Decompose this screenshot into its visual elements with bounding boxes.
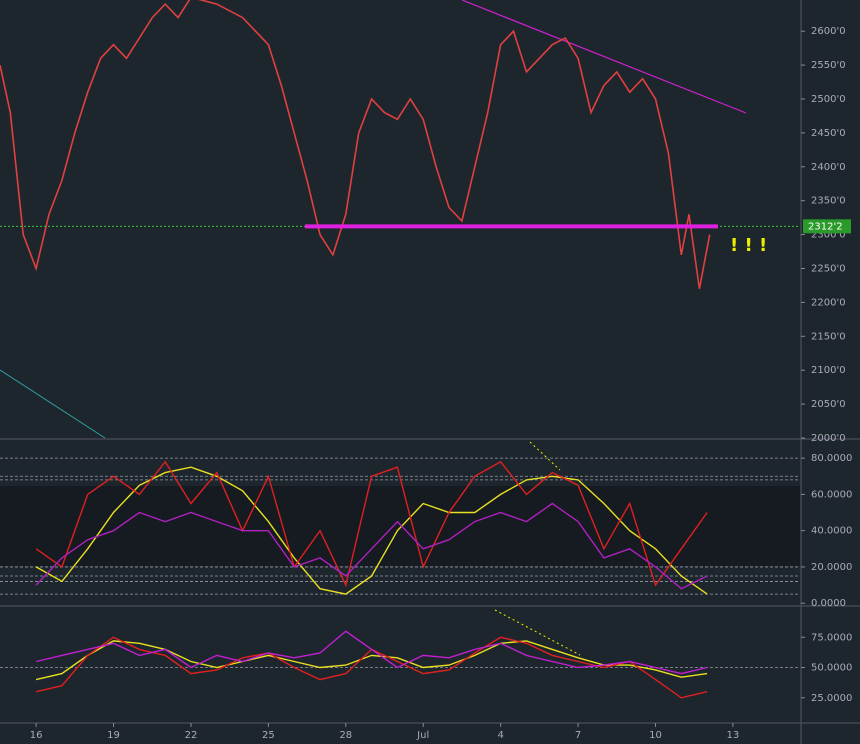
y-tick-label: 2550'0 bbox=[811, 60, 846, 71]
y-tick-label: 40.0000 bbox=[811, 526, 852, 537]
y-tick-label: 2500'0 bbox=[811, 94, 846, 105]
y-tick-label: 2000'0 bbox=[811, 433, 846, 444]
y-tick-label: 2350'0 bbox=[811, 196, 846, 207]
y-tick-label: 0.0000 bbox=[811, 598, 846, 609]
y-tick-label: 2450'0 bbox=[811, 128, 846, 139]
annotation: ! ! ! bbox=[730, 235, 767, 256]
series-line bbox=[0, 0, 711, 289]
y-tick-label: 2600'0 bbox=[811, 26, 846, 37]
y-tick-label: 2400'0 bbox=[811, 162, 846, 173]
series-line bbox=[35, 640, 708, 681]
y-tick-label: 20.0000 bbox=[811, 562, 852, 573]
y-tick-label: 2100'0 bbox=[811, 365, 846, 376]
y-tick-label: 50.0000 bbox=[811, 663, 852, 674]
y-tick-label: 60.0000 bbox=[811, 489, 852, 500]
band bbox=[0, 486, 800, 566]
price-tag bbox=[803, 219, 851, 234]
x-tick-label: 22 bbox=[185, 730, 198, 741]
x-tick-label: 4 bbox=[497, 730, 503, 741]
x-tick-label: 10 bbox=[649, 730, 662, 741]
y-tick-label: 2300'0 bbox=[811, 230, 846, 241]
y-tick-label: 2050'0 bbox=[811, 399, 846, 410]
y-tick-label: 2200'0 bbox=[811, 297, 846, 308]
x-tick-label: 16 bbox=[30, 730, 43, 741]
y-tick-label: 2250'0 bbox=[811, 263, 846, 274]
trendline bbox=[0, 369, 106, 439]
x-tick-label: Jul bbox=[416, 730, 429, 741]
series-line bbox=[35, 466, 708, 595]
x-tick-label: 13 bbox=[727, 730, 740, 741]
y-tick-label: 2150'0 bbox=[811, 331, 846, 342]
x-tick-label: 19 bbox=[107, 730, 120, 741]
series-line bbox=[35, 502, 708, 590]
y-tick-label: 75.0000 bbox=[811, 632, 852, 643]
trendline bbox=[529, 441, 561, 471]
y-tick-label: 25.0000 bbox=[811, 693, 852, 704]
x-tick-label: 7 bbox=[575, 730, 581, 741]
x-tick-label: 28 bbox=[339, 730, 352, 741]
y-tick-label: 80.0000 bbox=[811, 453, 852, 464]
x-tick-label: 25 bbox=[262, 730, 275, 741]
series-line bbox=[35, 460, 708, 588]
price-tag-label: 2312'2 bbox=[808, 221, 843, 232]
trendline bbox=[494, 609, 581, 656]
series-line bbox=[35, 630, 708, 675]
trendline bbox=[461, 0, 747, 114]
